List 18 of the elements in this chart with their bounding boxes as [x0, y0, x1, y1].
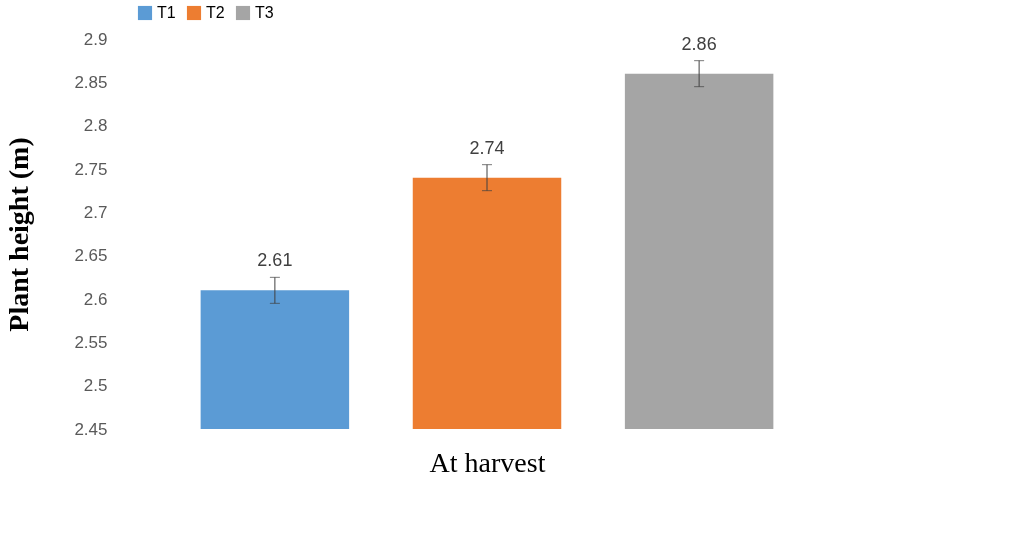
y-tick-label: 2.5 — [83, 376, 108, 396]
data-label: 2.86 — [681, 33, 717, 54]
legend-label: T2 — [206, 4, 225, 21]
y-tick-label: 2.45 — [74, 419, 108, 439]
y-tick-label: 2.55 — [74, 332, 108, 352]
data-label: 2.74 — [469, 137, 505, 158]
y-tick-label: 2.65 — [74, 246, 108, 266]
y-tick-label: 2.9 — [83, 29, 108, 49]
legend-label: T3 — [255, 4, 274, 21]
x-axis-title: At harvest — [429, 446, 546, 478]
y-tick-label: 2.75 — [74, 159, 108, 179]
y-axis-title: Plant height (m) — [3, 137, 35, 332]
legend-label: T1 — [157, 4, 176, 21]
data-label: 2.61 — [257, 250, 293, 271]
y-tick-label: 2.8 — [83, 116, 108, 136]
y-tick-label: 2.6 — [83, 289, 108, 309]
y-tick-label: 2.85 — [74, 72, 108, 92]
y-tick-label: 2.7 — [83, 202, 108, 222]
